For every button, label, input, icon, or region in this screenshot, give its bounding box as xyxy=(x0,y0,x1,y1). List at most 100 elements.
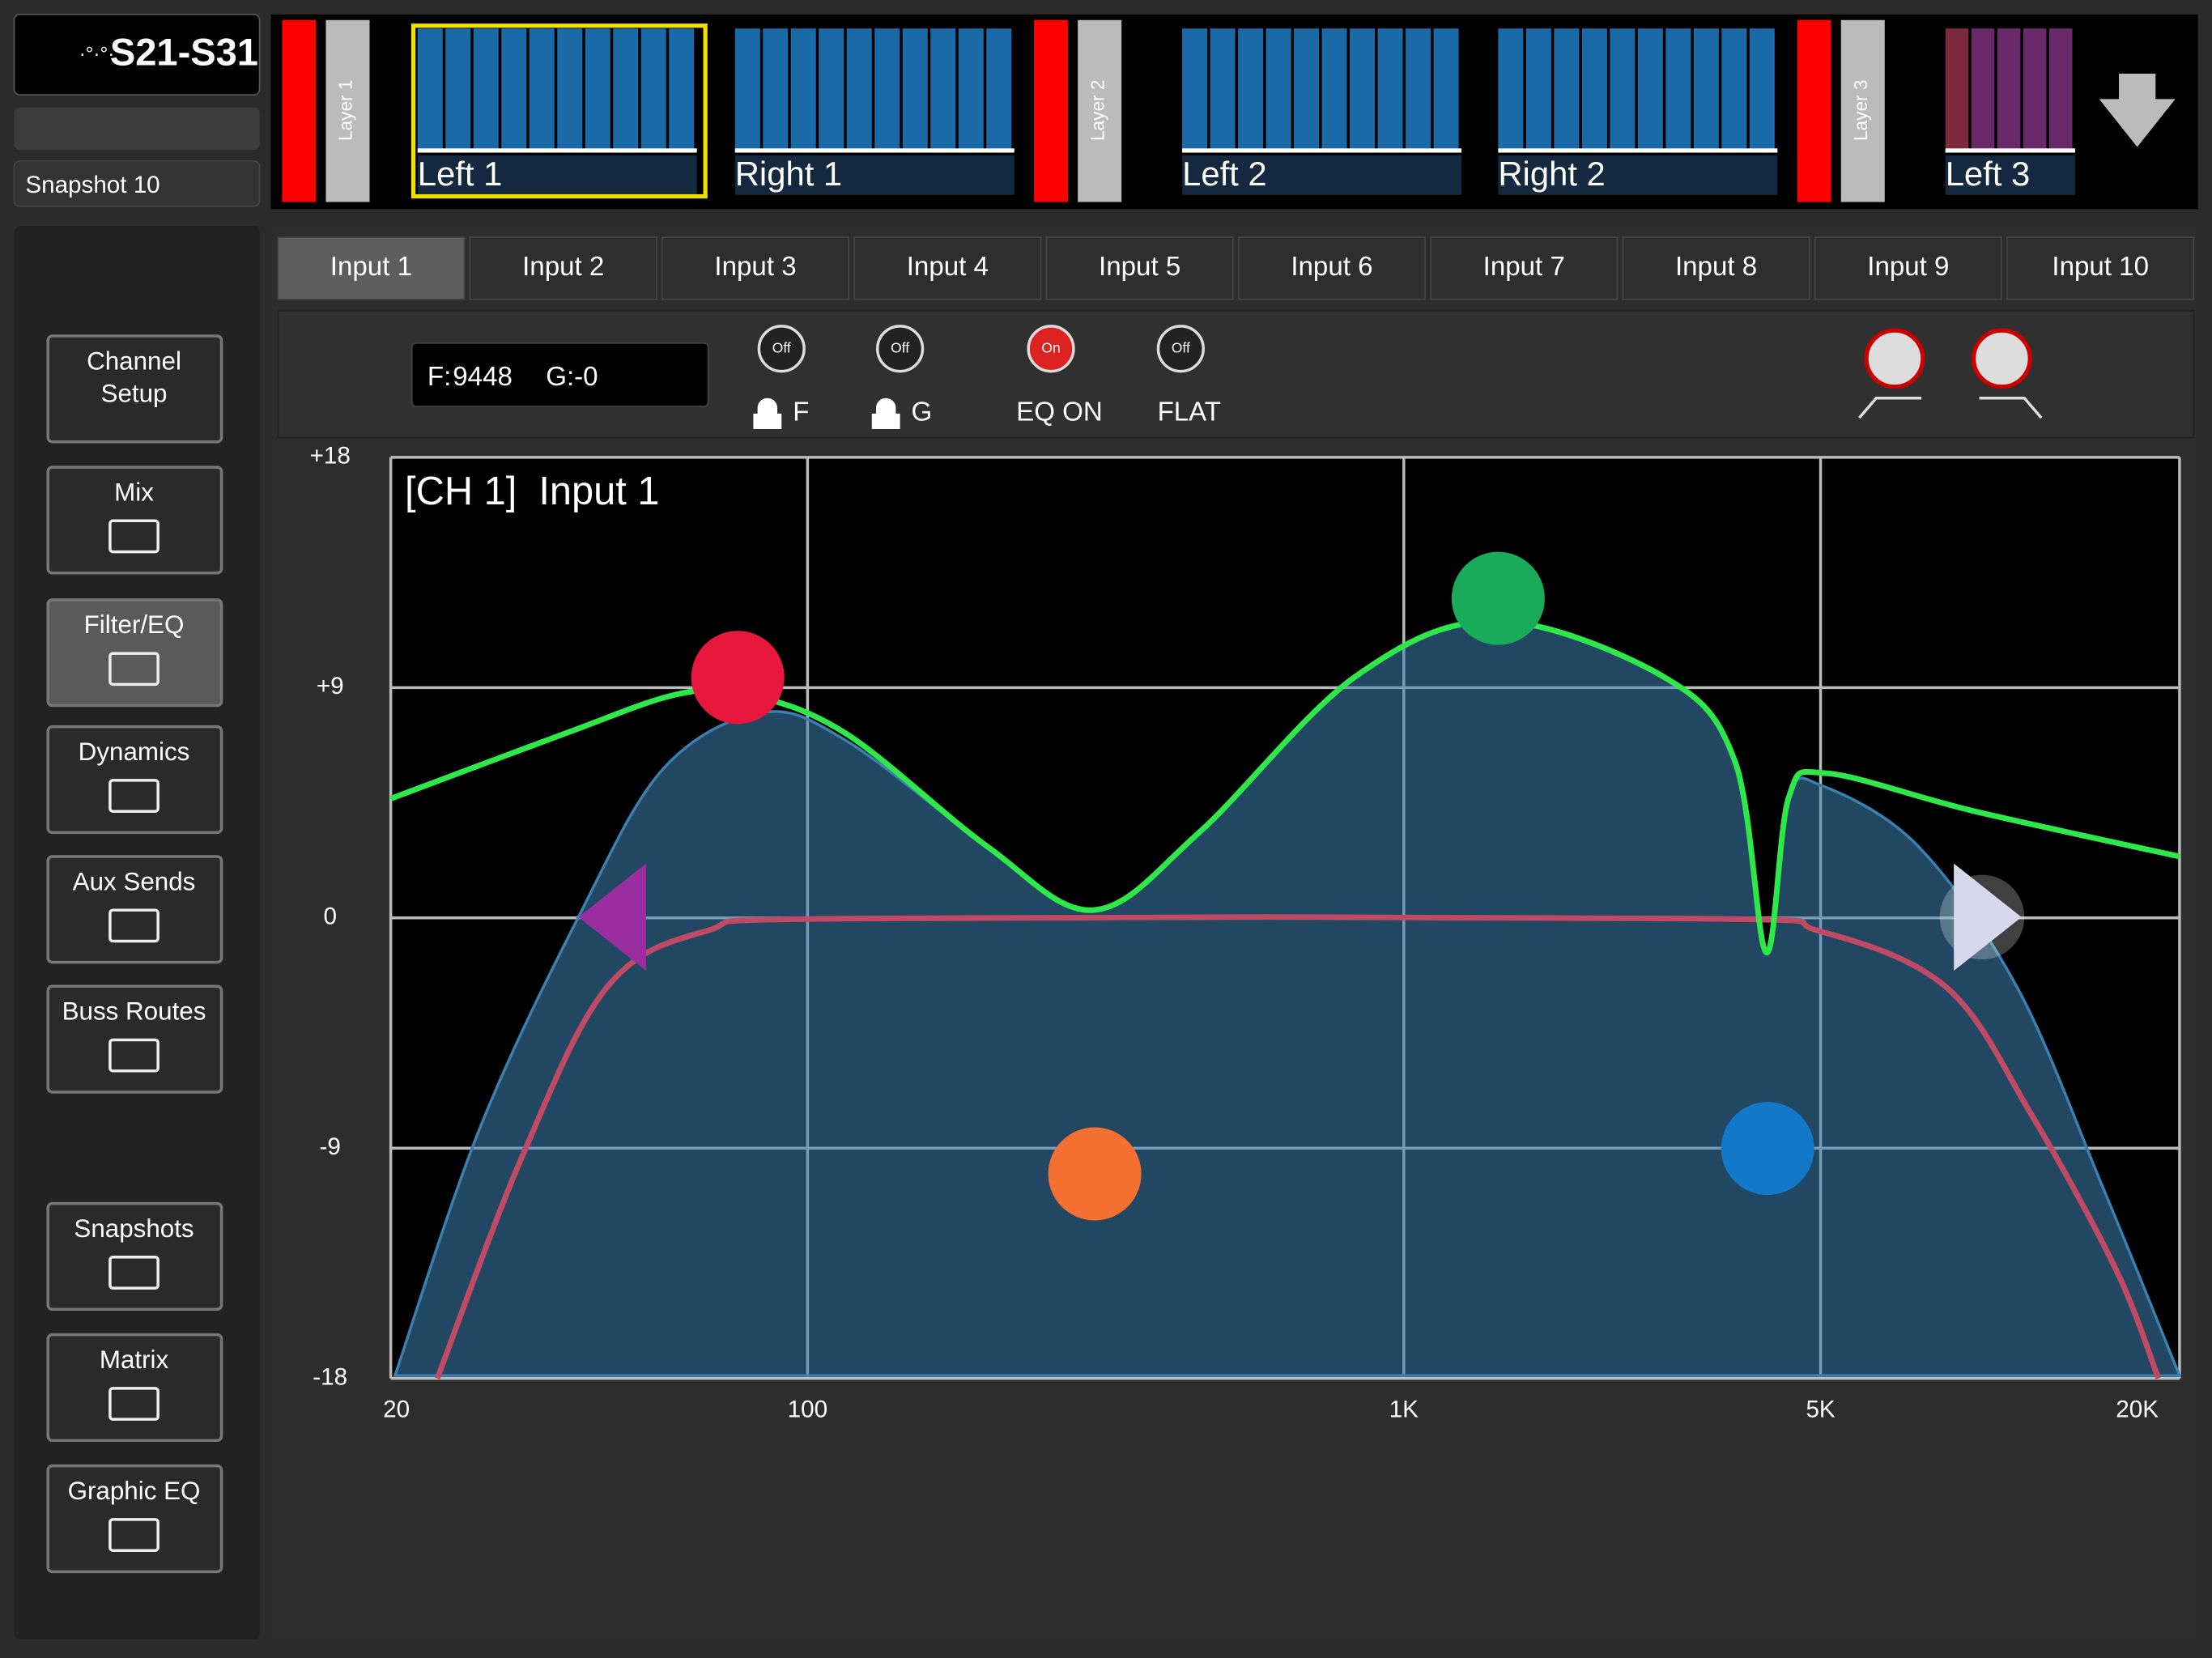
meter xyxy=(1554,28,1580,153)
sidebar-label: Setup xyxy=(101,380,168,408)
sidebar-icon xyxy=(108,519,160,554)
channel-strip[interactable]: Left 2 xyxy=(1182,28,1462,195)
snapshot-box[interactable] xyxy=(13,160,261,207)
toggle-state: Off xyxy=(1172,339,1190,355)
sidebar-label: Graphic EQ xyxy=(68,1477,201,1505)
eq-plot xyxy=(389,456,2182,1380)
y-tick-label: +9 xyxy=(317,673,344,699)
y-tick-label: -18 xyxy=(313,1363,347,1390)
tab-label: Input 5 xyxy=(1099,252,1180,282)
sidebar-label: Mix xyxy=(114,478,154,506)
y-tick-label: +18 xyxy=(310,443,351,470)
toggle[interactable] xyxy=(1156,325,1205,373)
strip-label: Left 1 xyxy=(418,155,503,193)
channel-strip[interactable]: Right 1 xyxy=(734,28,1015,195)
tab[interactable] xyxy=(469,236,657,300)
layer-tab[interactable] xyxy=(1078,19,1122,202)
meter xyxy=(529,28,555,153)
meter xyxy=(1997,28,2021,153)
meter xyxy=(1294,28,1320,153)
lock-icon xyxy=(753,397,782,430)
knob-icon xyxy=(1858,396,1922,419)
sidebar-icon xyxy=(108,1387,160,1421)
meter xyxy=(958,28,984,153)
layer-label: Layer 1 xyxy=(335,80,356,142)
lpf-handle[interactable] xyxy=(1954,863,2022,971)
layer-tab[interactable] xyxy=(325,19,370,202)
meter xyxy=(613,28,639,153)
meter xyxy=(1693,28,1719,153)
eq-handle[interactable] xyxy=(1721,1102,1814,1196)
tab[interactable] xyxy=(853,236,1042,300)
blank-box xyxy=(14,107,260,151)
tab[interactable] xyxy=(277,236,466,300)
strip-label: Left 3 xyxy=(1946,155,2031,193)
sidebar-icon xyxy=(108,1518,160,1552)
toggle-label: G xyxy=(912,397,933,427)
tab-label: Input 1 xyxy=(330,252,412,282)
meter-line xyxy=(417,148,697,153)
selected-border xyxy=(410,23,708,199)
eq-handle[interactable] xyxy=(691,631,785,725)
tab-label: Input 2 xyxy=(522,252,604,282)
layer-tab[interactable] xyxy=(1840,19,1885,202)
meter xyxy=(1525,28,1551,153)
knob[interactable] xyxy=(1864,328,1925,389)
tab[interactable] xyxy=(1430,236,1619,300)
hpf-handle[interactable] xyxy=(578,863,646,971)
meter xyxy=(1182,28,1208,153)
tab-label: Input 9 xyxy=(1867,252,1949,282)
eq-handle[interactable] xyxy=(1048,1127,1142,1221)
tab[interactable] xyxy=(661,236,850,300)
sidebar-label: Matrix xyxy=(100,1346,169,1374)
meter xyxy=(1665,28,1691,153)
tab[interactable] xyxy=(1045,236,1234,300)
layer-label: Layer 3 xyxy=(1850,80,1871,142)
toggle[interactable] xyxy=(875,325,925,373)
tab[interactable] xyxy=(1814,236,2002,300)
toggle-label: FLAT xyxy=(1158,397,1221,427)
tab-label: Input 6 xyxy=(1291,252,1372,282)
tab[interactable] xyxy=(2006,236,2195,300)
meter xyxy=(1945,28,1969,153)
meter xyxy=(1210,28,1236,153)
meter xyxy=(1498,28,1524,153)
knob[interactable] xyxy=(1971,328,2032,389)
readout xyxy=(410,342,709,408)
label-bg xyxy=(417,155,697,195)
meter xyxy=(557,28,583,153)
channel-strip[interactable]: Right 2 xyxy=(1498,28,1778,195)
layer-red xyxy=(282,19,317,202)
tab[interactable] xyxy=(1237,236,1426,300)
channel-strip[interactable]: Left 3 xyxy=(1945,28,2075,195)
channel-strip[interactable]: Left 1 xyxy=(410,23,708,199)
meter xyxy=(669,28,695,153)
toggle[interactable] xyxy=(757,325,806,373)
meter xyxy=(986,28,1012,153)
meter xyxy=(1266,28,1291,153)
meter xyxy=(473,28,499,153)
tab-label: Input 4 xyxy=(907,252,989,282)
meter xyxy=(1581,28,1607,153)
sidebar-icon xyxy=(108,1256,160,1290)
eq-handle[interactable] xyxy=(1451,551,1545,645)
label-bg xyxy=(1182,155,1462,195)
meter-line xyxy=(1182,148,1462,153)
toggle[interactable] xyxy=(1027,325,1075,373)
scroll-arrow[interactable] xyxy=(2099,73,2176,147)
meter-line xyxy=(1498,148,1778,153)
tab-label: Input 8 xyxy=(1675,252,1757,282)
eq-title: [CH 1] Input 1 xyxy=(405,470,659,513)
meter-line xyxy=(734,148,1015,153)
meter xyxy=(790,28,816,153)
sidebar-icon xyxy=(108,1038,160,1073)
meter xyxy=(501,28,527,153)
meter xyxy=(1610,28,1636,153)
sidebar-button[interactable] xyxy=(46,334,223,444)
tab[interactable] xyxy=(1622,236,1810,300)
layer-label: Layer 2 xyxy=(1087,80,1108,142)
meter xyxy=(734,28,760,153)
meter xyxy=(1377,28,1403,153)
